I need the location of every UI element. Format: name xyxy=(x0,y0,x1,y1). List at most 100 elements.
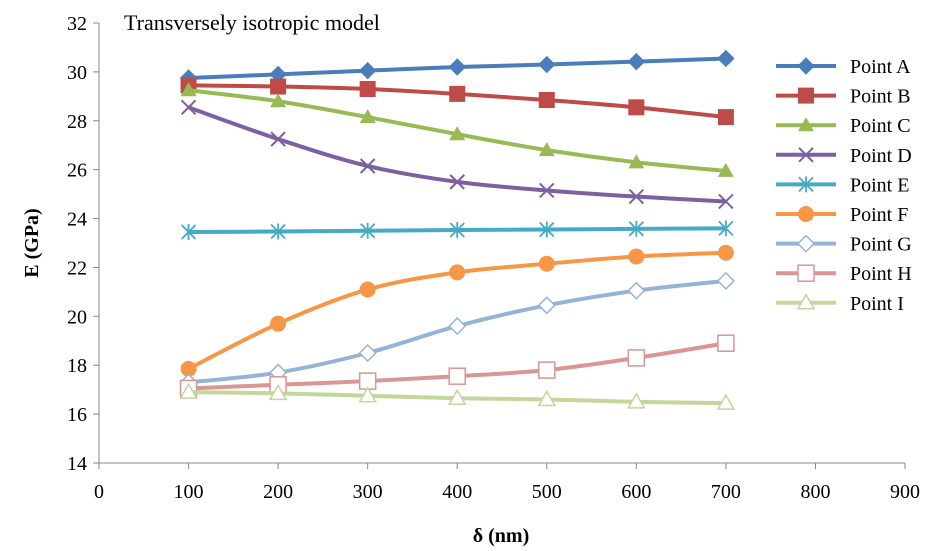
data-point-point-d xyxy=(628,188,645,205)
series-point-h xyxy=(179,334,735,398)
data-point-point-b xyxy=(449,85,466,102)
data-point-point-i xyxy=(627,392,646,409)
data-point-point-i xyxy=(537,389,557,407)
x-tick-label: 100 xyxy=(174,481,204,503)
data-point-point-f xyxy=(270,315,287,332)
legend-item-point-d: Point D xyxy=(776,145,912,167)
data-point-point-e xyxy=(360,222,376,239)
series-point-c xyxy=(180,82,734,177)
legend-marker-point-d xyxy=(798,147,814,163)
data-point-point-b xyxy=(538,92,555,108)
y-axis-title: E (GPa) xyxy=(21,208,43,277)
data-point-point-d xyxy=(270,131,286,147)
data-point-point-i xyxy=(179,382,198,399)
data-point-point-i xyxy=(716,393,736,410)
data-point-point-b xyxy=(717,109,734,126)
legend-label-point-a: Point A xyxy=(850,56,911,78)
legend-item-point-g: Point G xyxy=(776,234,912,256)
data-point-point-f xyxy=(538,255,555,272)
data-point-point-e xyxy=(718,220,734,237)
legend-label-point-d: Point D xyxy=(850,145,912,167)
legend-item-point-b: Point B xyxy=(776,86,911,108)
data-point-point-d xyxy=(359,158,376,174)
legend-marker-point-g xyxy=(796,234,816,253)
legend-label-point-e: Point E xyxy=(850,174,909,196)
legend-marker-point-i xyxy=(796,293,816,310)
x-tick-label: 200 xyxy=(263,481,293,503)
axes: 14 16 18 20 22 24 26 28 30 32 0 100 200 300 400 500 600 7… xyxy=(67,13,920,503)
legend-marker-point-b xyxy=(798,87,814,104)
data-point-point-g xyxy=(627,281,646,300)
data-point-point-f xyxy=(717,244,734,261)
data-point-point-c xyxy=(717,162,734,177)
x-tick-label: 0 xyxy=(94,481,104,503)
series-point-g xyxy=(179,271,735,392)
series-layer xyxy=(179,49,736,410)
legend: Point A Point B Point C Point D Point E Point… xyxy=(776,56,912,315)
data-point-point-f xyxy=(628,248,645,265)
data-point-point-e xyxy=(449,222,465,239)
data-point-point-c xyxy=(270,93,287,108)
data-point-point-c xyxy=(538,142,555,157)
data-point-point-a xyxy=(627,52,646,71)
x-tick-label: 600 xyxy=(621,481,651,503)
data-point-point-c xyxy=(449,126,466,141)
data-point-point-a xyxy=(717,49,735,68)
data-point-point-e xyxy=(270,223,286,240)
x-tick-label: 800 xyxy=(800,481,830,503)
legend-label-point-b: Point B xyxy=(850,86,911,108)
series-point-e xyxy=(180,220,734,240)
legend-item-point-a: Point A xyxy=(776,56,911,78)
legend-item-point-f: Point F xyxy=(776,204,908,226)
series-point-b xyxy=(180,77,734,126)
y-tick-label: 22 xyxy=(67,257,87,279)
series-point-f xyxy=(180,244,734,377)
data-point-point-e xyxy=(628,220,644,237)
y-tick-label: 28 xyxy=(67,111,87,133)
y-tick-label: 26 xyxy=(67,160,87,182)
data-point-point-h xyxy=(448,367,466,385)
x-tick-label: 400 xyxy=(442,481,472,503)
legend-item-point-i: Point I xyxy=(776,293,904,315)
data-point-point-i xyxy=(268,383,288,401)
data-point-point-d xyxy=(539,182,555,199)
data-point-point-f xyxy=(180,360,197,377)
legend-label-point-c: Point C xyxy=(850,115,911,137)
data-point-point-d xyxy=(180,99,197,116)
data-point-point-h xyxy=(717,334,735,352)
y-tick-label: 16 xyxy=(67,404,87,426)
y-tick-label: 14 xyxy=(67,453,87,475)
series-point-i xyxy=(179,382,736,410)
x-tick-label: 300 xyxy=(353,481,383,503)
data-point-point-f xyxy=(449,264,466,281)
data-point-point-c xyxy=(180,82,197,97)
y-tick-label: 32 xyxy=(67,13,87,35)
y-tick-label: 18 xyxy=(67,355,87,377)
legend-label-point-g: Point G xyxy=(850,234,912,256)
legend-marker-point-h xyxy=(797,264,815,282)
data-point-point-g xyxy=(448,317,467,336)
legend-marker-point-c xyxy=(798,117,814,132)
legend-item-point-h: Point H xyxy=(776,263,912,285)
legend-item-point-c: Point C xyxy=(776,115,911,137)
legend-marker-point-e xyxy=(798,176,814,193)
series-point-d xyxy=(180,99,734,210)
data-point-point-e xyxy=(539,221,555,238)
x-tick-label: 900 xyxy=(890,481,920,503)
legend-item-point-e: Point E xyxy=(776,174,909,196)
data-point-point-h xyxy=(627,349,646,367)
y-tick-label: 20 xyxy=(67,306,87,328)
data-point-point-e xyxy=(180,224,197,240)
data-point-point-g xyxy=(358,343,377,363)
data-point-point-b xyxy=(359,81,376,97)
legend-label-point-h: Point H xyxy=(850,263,912,285)
series-line-point-d xyxy=(187,105,726,204)
legend-label-point-f: Point F xyxy=(850,204,908,226)
data-point-point-a xyxy=(448,58,466,76)
data-point-point-c xyxy=(359,109,376,124)
data-point-point-g xyxy=(716,271,735,290)
x-tick-label: 500 xyxy=(532,481,562,503)
data-point-point-g xyxy=(537,296,556,315)
x-tick-label: 700 xyxy=(711,481,741,503)
